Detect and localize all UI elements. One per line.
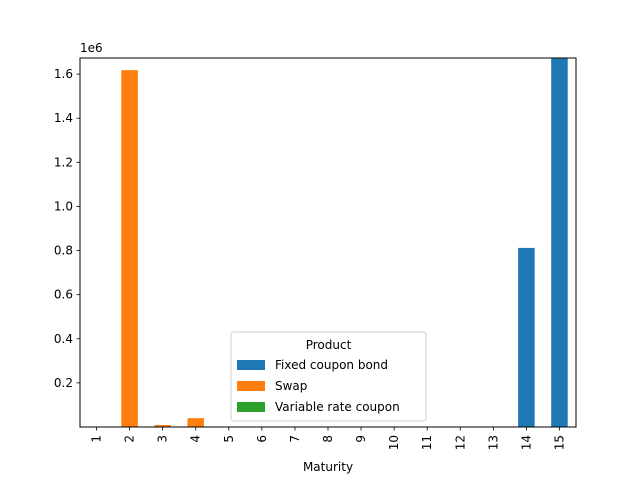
legend-box (230, 331, 427, 422)
x-tick-label: 6 (255, 435, 269, 443)
x-axis: 1 2 3 4 5 6 7 8 9 10 11 12 13 14 15 (90, 427, 566, 450)
legend: Product Fixed coupon bond Swap Variable rat… (230, 331, 427, 422)
y-tick-label: 0.2 (54, 376, 73, 390)
legend-title: Product (306, 338, 352, 352)
x-tick-label: 3 (156, 435, 170, 443)
y-tick-label: 1.2 (54, 155, 73, 169)
bars-group (121, 58, 568, 427)
y-tick-label: 1.0 (54, 199, 73, 213)
bar (121, 70, 138, 427)
x-tick-label: 9 (354, 435, 368, 443)
bar (154, 425, 171, 427)
x-tick-label: 10 (387, 435, 401, 450)
y-tick-label: 1.6 (54, 67, 73, 81)
x-tick-label: 15 (552, 435, 566, 450)
y-axis: 0.2 0.4 0.6 0.8 1.0 1.2 1.4 1.6 (54, 67, 80, 390)
y-offset-label: 1e6 (80, 41, 103, 55)
x-tick-label: 8 (321, 435, 335, 443)
x-tick-label: 4 (189, 435, 203, 443)
bar (551, 58, 568, 427)
y-tick-label: 1.4 (54, 111, 73, 125)
x-tick-label: 5 (222, 435, 236, 443)
x-tick-label: 11 (420, 435, 434, 450)
x-tick-label: 7 (288, 435, 302, 443)
legend-swatch (237, 402, 265, 412)
legend-entry: Fixed coupon bond (275, 358, 388, 372)
bar (518, 247, 535, 427)
legend-swatch (237, 360, 265, 370)
x-tick-label: 14 (519, 435, 533, 450)
x-axis-title: Maturity (303, 460, 353, 474)
bar (187, 418, 204, 427)
legend-entry: Swap (275, 379, 307, 393)
y-tick-label: 0.4 (54, 332, 73, 346)
y-tick-label: 0.8 (54, 244, 73, 258)
legend-swatch (237, 381, 265, 391)
x-tick-label: 2 (123, 435, 137, 443)
x-tick-label: 12 (453, 435, 467, 450)
x-tick-label: 13 (486, 435, 500, 450)
x-tick-label: 1 (90, 435, 104, 443)
legend-entry: Variable rate coupon (275, 400, 400, 414)
plot-frame (79, 57, 577, 428)
y-tick-label: 0.6 (54, 288, 73, 302)
